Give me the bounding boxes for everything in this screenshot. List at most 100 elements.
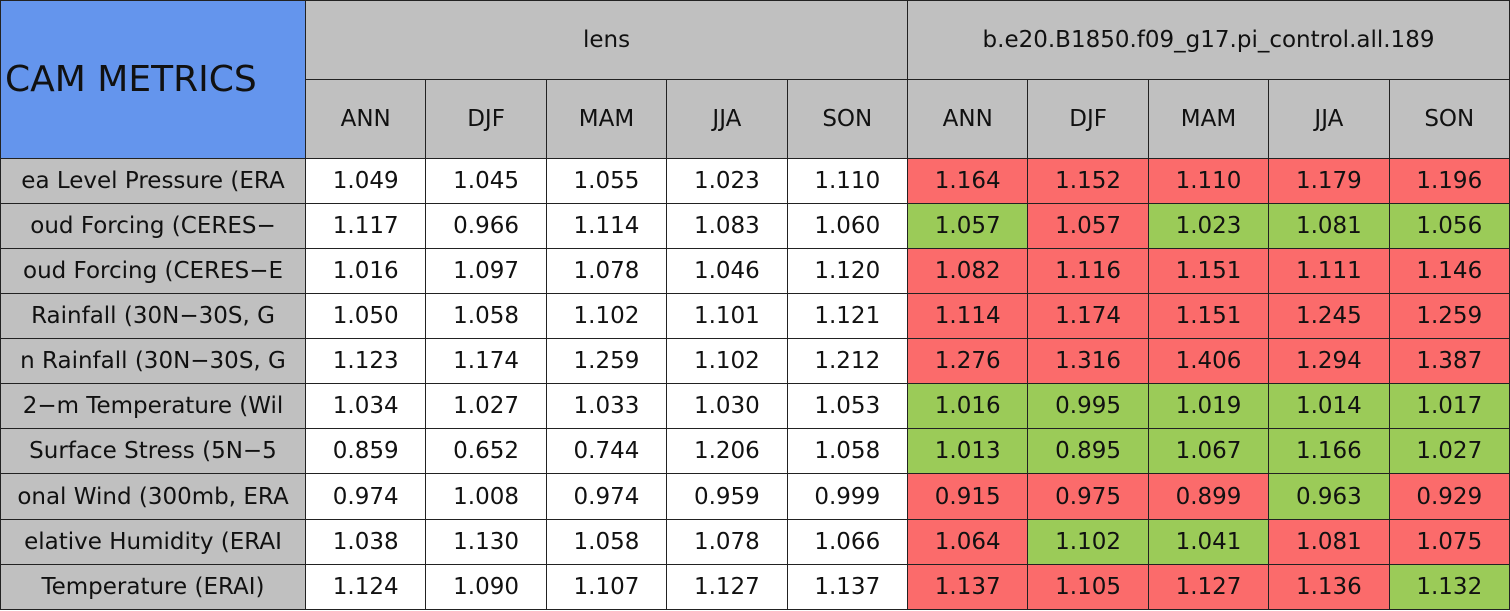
row-label: Temperature (ERAI) xyxy=(0,563,306,611)
control-cell: 1.316 xyxy=(1027,338,1149,385)
row-label: n Rainfall (30N−30S, G xyxy=(0,338,306,385)
control-cell: 1.102 xyxy=(1027,518,1149,565)
lens-cell: 1.078 xyxy=(666,518,788,565)
lens-cell: 1.174 xyxy=(425,338,547,385)
lens-cell: 1.078 xyxy=(545,247,668,294)
lens-cell: 1.033 xyxy=(545,383,668,430)
control-cell: 1.019 xyxy=(1147,383,1270,430)
control-cell: 1.027 xyxy=(1388,428,1510,475)
control-cell: 1.041 xyxy=(1147,518,1270,565)
row-label: elative Humidity (ERAI xyxy=(0,518,306,565)
data-row: oud Forcing (CERES−E 1.016 1.097 1.078 1.046… xyxy=(0,247,1510,294)
control-cell: 1.196 xyxy=(1388,157,1510,204)
control-cell: 0.963 xyxy=(1268,473,1390,520)
control-cell: 0.929 xyxy=(1388,473,1510,520)
lens-cell: 1.008 xyxy=(425,473,547,520)
control-cell: 1.057 xyxy=(1027,202,1149,249)
control-cell: 1.276 xyxy=(907,338,1029,385)
lens-cell: 0.966 xyxy=(425,202,547,249)
lens-cell: 1.055 xyxy=(545,157,668,204)
control-cell: 0.915 xyxy=(907,473,1029,520)
lens-cell: 1.107 xyxy=(545,563,668,611)
row-label: onal Wind (300mb, ERA xyxy=(0,473,306,520)
group-header: b.e20.B1850.f09_g17.pi_control.all.189 xyxy=(907,0,1510,81)
control-cell: 1.114 xyxy=(907,292,1029,340)
season-header: ANN xyxy=(907,79,1029,159)
control-cell: 1.179 xyxy=(1268,157,1390,204)
control-cell: 1.137 xyxy=(907,563,1029,611)
lens-cell: 1.060 xyxy=(786,202,909,249)
lens-cell: 1.101 xyxy=(666,292,788,340)
row-label: Surface Stress (5N−5 xyxy=(0,428,306,475)
control-cell: 1.111 xyxy=(1268,247,1390,294)
lens-cell: 1.130 xyxy=(425,518,547,565)
control-cell: 1.023 xyxy=(1147,202,1270,249)
season-header: DJF xyxy=(425,79,547,159)
control-cell: 1.067 xyxy=(1147,428,1270,475)
header-row: CAM METRICS lens b.e20.B1850.f09_g17.pi_co… xyxy=(0,0,1510,159)
lens-cell: 1.034 xyxy=(304,383,427,430)
season-header: JJA xyxy=(1268,79,1390,159)
control-cell: 1.013 xyxy=(907,428,1029,475)
control-cell: 1.064 xyxy=(907,518,1029,565)
control-cell: 1.136 xyxy=(1268,563,1390,611)
lens-cell: 0.652 xyxy=(425,428,547,475)
lens-cell: 1.053 xyxy=(786,383,909,430)
control-cell: 1.105 xyxy=(1027,563,1149,611)
data-row: Rainfall (30N−30S, G 1.050 1.058 1.102 1.101… xyxy=(0,292,1510,340)
control-cell: 1.075 xyxy=(1388,518,1510,565)
control-cell: 1.166 xyxy=(1268,428,1390,475)
control-cell: 1.294 xyxy=(1268,338,1390,385)
lens-cell: 1.114 xyxy=(545,202,668,249)
row-label: Rainfall (30N−30S, G xyxy=(0,292,306,340)
data-row: Surface Stress (5N−5 0.859 0.652 0.744 1.206… xyxy=(0,428,1510,475)
control-cell: 0.995 xyxy=(1027,383,1149,430)
control-cell: 1.081 xyxy=(1268,518,1390,565)
lens-cell: 1.206 xyxy=(666,428,788,475)
lens-cell: 1.045 xyxy=(425,157,547,204)
lens-cell: 1.123 xyxy=(304,338,427,385)
control-cell: 1.387 xyxy=(1388,338,1510,385)
control-cell: 1.259 xyxy=(1388,292,1510,340)
control-cell: 1.151 xyxy=(1147,247,1270,294)
lens-cell: 1.030 xyxy=(666,383,788,430)
control-cell: 1.110 xyxy=(1147,157,1270,204)
row-label: oud Forcing (CERES−E xyxy=(0,247,306,294)
lens-cell: 1.058 xyxy=(786,428,909,475)
data-row: ea Level Pressure (ERA 1.049 1.045 1.055 1.0… xyxy=(0,157,1510,204)
season-header: SON xyxy=(786,79,909,159)
lens-cell: 1.102 xyxy=(545,292,668,340)
control-cell: 0.895 xyxy=(1027,428,1149,475)
control-cell: 0.899 xyxy=(1147,473,1270,520)
row-label: 2−m Temperature (Wil xyxy=(0,383,306,430)
data-row: Temperature (ERAI) 1.124 1.090 1.107 1.127 1.… xyxy=(0,563,1510,611)
lens-cell: 0.959 xyxy=(666,473,788,520)
season-header: ANN xyxy=(304,79,427,159)
control-cell: 0.975 xyxy=(1027,473,1149,520)
control-cell: 1.406 xyxy=(1147,338,1270,385)
control-cell: 1.016 xyxy=(907,383,1029,430)
data-row: n Rainfall (30N−30S, G 1.123 1.174 1.259 1.1… xyxy=(0,338,1510,385)
lens-cell: 1.058 xyxy=(425,292,547,340)
control-cell: 1.057 xyxy=(907,202,1029,249)
lens-cell: 1.110 xyxy=(786,157,909,204)
lens-cell: 1.049 xyxy=(304,157,427,204)
lens-cell: 1.137 xyxy=(786,563,909,611)
lens-cell: 1.023 xyxy=(666,157,788,204)
lens-cell: 0.974 xyxy=(545,473,668,520)
season-header: MAM xyxy=(545,79,668,159)
control-cell: 1.174 xyxy=(1027,292,1149,340)
lens-cell: 1.050 xyxy=(304,292,427,340)
lens-cell: 1.090 xyxy=(425,563,547,611)
lens-cell: 1.212 xyxy=(786,338,909,385)
lens-cell: 1.066 xyxy=(786,518,909,565)
control-cell: 1.082 xyxy=(907,247,1029,294)
data-row: oud Forcing (CERES− 1.117 0.966 1.114 1.083 1… xyxy=(0,202,1510,249)
season-row: ANN DJF MAM JJA SON ANN DJF MAM JJA SON xyxy=(1,79,1510,159)
control-cell: 1.152 xyxy=(1027,157,1149,204)
control-cell: 1.146 xyxy=(1388,247,1510,294)
lens-cell: 1.124 xyxy=(304,563,427,611)
lens-cell: 1.016 xyxy=(304,247,427,294)
control-cell: 1.164 xyxy=(907,157,1029,204)
control-cell: 1.151 xyxy=(1147,292,1270,340)
